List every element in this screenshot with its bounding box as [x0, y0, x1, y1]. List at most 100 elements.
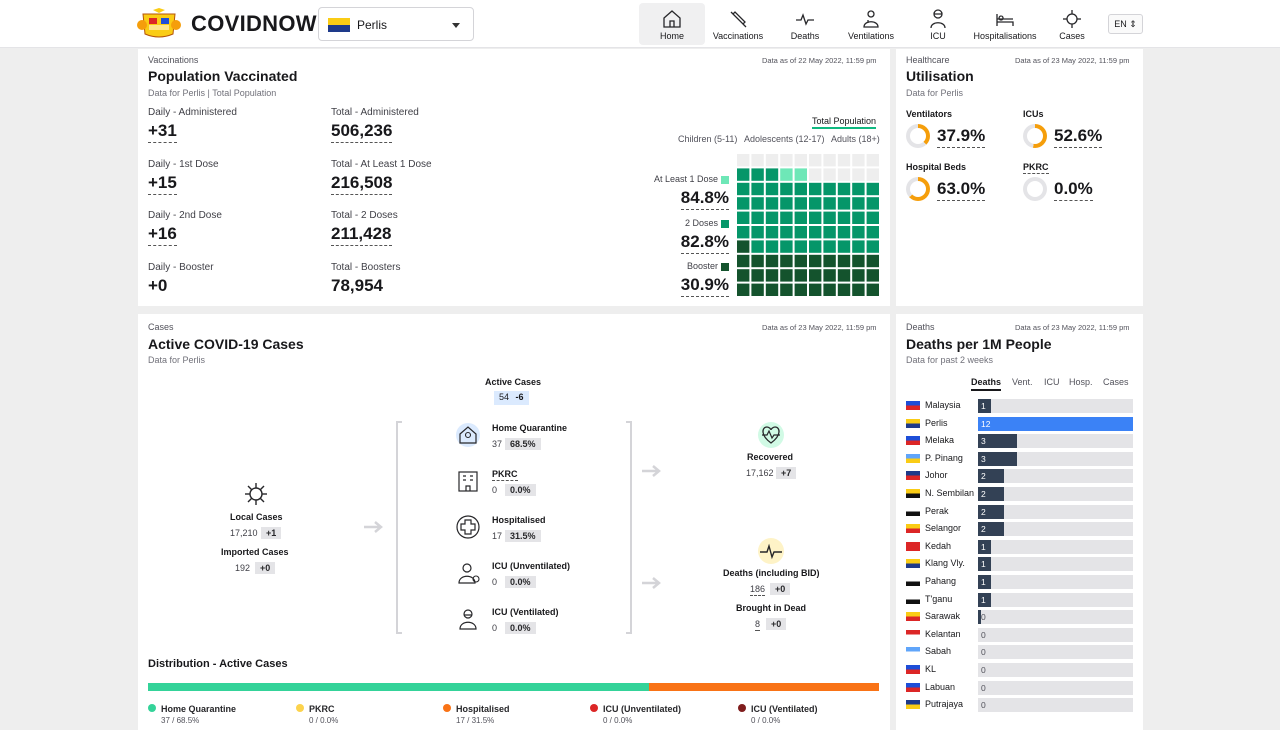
dose-percent[interactable]: 82.8% — [680, 232, 729, 254]
distribution-bar — [148, 683, 879, 691]
tab-total-population[interactable]: Total Population — [812, 116, 877, 129]
deaths-row[interactable]: KL 0 — [906, 663, 1134, 677]
cases-subtitle: Data for Perlis — [148, 355, 206, 365]
deaths-row[interactable]: Putrajaya 0 — [906, 698, 1134, 713]
waffle-cell — [866, 254, 879, 268]
state-name: T'ganu — [925, 593, 953, 604]
tab-children[interactable]: Children (5-11) — [678, 134, 738, 144]
waffle-cell — [737, 154, 750, 167]
waffle-cell — [737, 254, 750, 268]
deaths-row[interactable]: Selangor 2 — [906, 522, 1134, 537]
waffle-cell — [852, 283, 865, 296]
deaths-row[interactable]: T'ganu 1 — [906, 592, 1134, 607]
deaths-row[interactable]: Kedah 1 — [906, 539, 1134, 554]
total-stat-value[interactable]: 216,508 — [331, 173, 393, 195]
medical-cross-icon — [456, 515, 480, 539]
deaths-row[interactable]: Pahang 1 — [906, 575, 1134, 589]
deaths-bar-value: 0 — [981, 629, 986, 640]
waffle-cell — [866, 154, 879, 167]
utilisation-label: Hospital Beds — [906, 162, 967, 172]
waffle-cell — [809, 283, 822, 296]
language-select[interactable]: EN ⇕ — [1108, 14, 1143, 34]
deaths-row[interactable]: P. Pinang 3 — [906, 451, 1134, 466]
waffle-cell — [823, 269, 836, 282]
nav-item-ventilations[interactable]: Ventilations — [838, 3, 904, 45]
deaths-bar-value: 1 — [981, 401, 986, 411]
state-name: Perak — [925, 505, 949, 516]
daily-stat-value[interactable]: +15 — [148, 173, 177, 195]
waffle-cell — [794, 269, 807, 282]
tab-adolescents[interactable]: Adolescents (12-17) — [744, 134, 825, 144]
utilisation-gauge — [906, 124, 930, 148]
brought-in-dead-value[interactable]: 8 — [755, 619, 761, 631]
tab-deaths[interactable]: Deaths — [971, 377, 1002, 391]
deaths-row[interactable]: Sabah 0 — [906, 645, 1134, 660]
nav-item-icu[interactable]: ICU — [905, 3, 971, 45]
imported-cases-delta: +0 — [255, 562, 276, 574]
deaths-row[interactable]: N. Sembilan 2 — [906, 487, 1134, 501]
nav-item-cases[interactable]: Cases — [1039, 3, 1105, 45]
nav-item-deaths[interactable]: Deaths — [772, 3, 838, 45]
deaths-row[interactable]: Klang Vly. 1 — [906, 557, 1134, 572]
flow-item-percent: 68.5% — [505, 438, 541, 450]
deaths-row[interactable]: Perlis 12 — [906, 416, 1134, 431]
tab-adults[interactable]: Adults (18+) — [831, 134, 880, 144]
deaths-row[interactable]: Kelantan 0 — [906, 627, 1134, 642]
state-dropdown-value: Perlis — [357, 18, 388, 32]
deaths-row[interactable]: Johor 2 — [906, 469, 1134, 484]
flow-item-label: ICU (Unventilated) — [492, 561, 571, 571]
waffle-cell — [866, 283, 879, 296]
deaths-row[interactable]: Labuan 0 — [906, 680, 1134, 695]
utilisation-value[interactable]: 63.0% — [937, 179, 986, 201]
waffle-cell — [794, 283, 807, 296]
waffle-cell — [794, 254, 807, 268]
health-overline: Healthcare — [906, 55, 950, 65]
deaths-value[interactable]: 186 — [750, 584, 766, 596]
utilisation-value[interactable]: 52.6% — [1054, 126, 1103, 148]
waffle-cell — [737, 240, 750, 253]
tab-icu[interactable]: ICU — [1044, 377, 1060, 387]
nav-item-vaccinations[interactable]: Vaccinations — [705, 3, 771, 45]
nav-item-label: Vaccinations — [712, 31, 764, 41]
tab-vent[interactable]: Vent. — [1012, 377, 1033, 387]
waffle-cell — [837, 197, 851, 210]
nav-item-label: Hospitalisations — [973, 31, 1037, 41]
deaths-delta: +0 — [770, 583, 791, 595]
waffle-cell — [837, 154, 851, 167]
deaths-row[interactable]: Melaka 3 — [906, 434, 1134, 449]
deaths-bar-track: 1 — [978, 399, 1133, 413]
deaths-row[interactable]: Malaysia 1 — [906, 399, 1134, 413]
arrow-right-icon — [642, 465, 661, 477]
total-stat-value[interactable]: 211,428 — [331, 224, 392, 246]
utilisation-gauge — [906, 177, 930, 201]
waffle-cell — [780, 283, 793, 296]
waffle-cell — [852, 168, 865, 181]
nav-item-label: Cases — [1059, 31, 1085, 41]
deaths-bar-track: 2 — [978, 504, 1133, 519]
daily-stat-value[interactable]: +31 — [148, 121, 177, 143]
nav-item-home[interactable]: Home — [639, 3, 705, 45]
coat-of-arms-icon[interactable] — [137, 8, 181, 40]
tab-cases[interactable]: Cases — [1103, 377, 1129, 387]
active-cases-value: 54 — [499, 392, 510, 402]
nav-item-hospitalisations[interactable]: Hospitalisations — [972, 3, 1038, 45]
utilisation-value[interactable]: 37.9% — [937, 126, 986, 148]
dose-percent[interactable]: 30.9% — [680, 275, 729, 297]
brand-title[interactable]: COVIDNOW — [191, 11, 317, 36]
waffle-cell — [823, 197, 836, 210]
utilisation-value[interactable]: 0.0% — [1054, 179, 1093, 201]
tab-hosp[interactable]: Hosp. — [1069, 377, 1093, 387]
doctor-icon — [458, 563, 480, 584]
waffle-cell — [765, 226, 779, 239]
state-dropdown[interactable]: Perlis — [318, 7, 474, 41]
waffle-cell — [823, 182, 836, 196]
dose-percent[interactable]: 84.8% — [680, 188, 729, 210]
deaths-row[interactable]: Perak 2 — [906, 504, 1134, 519]
daily-stat-value[interactable]: +16 — [148, 224, 177, 246]
vaccination-panel — [138, 49, 890, 306]
deaths-row[interactable]: Sarawak 0 — [906, 610, 1134, 625]
active-cases-panel — [138, 314, 890, 730]
utilisation-gauge — [1023, 124, 1047, 148]
distribution-title: Distribution - Active Cases — [148, 658, 288, 670]
total-stat-value[interactable]: 506,236 — [331, 121, 393, 143]
